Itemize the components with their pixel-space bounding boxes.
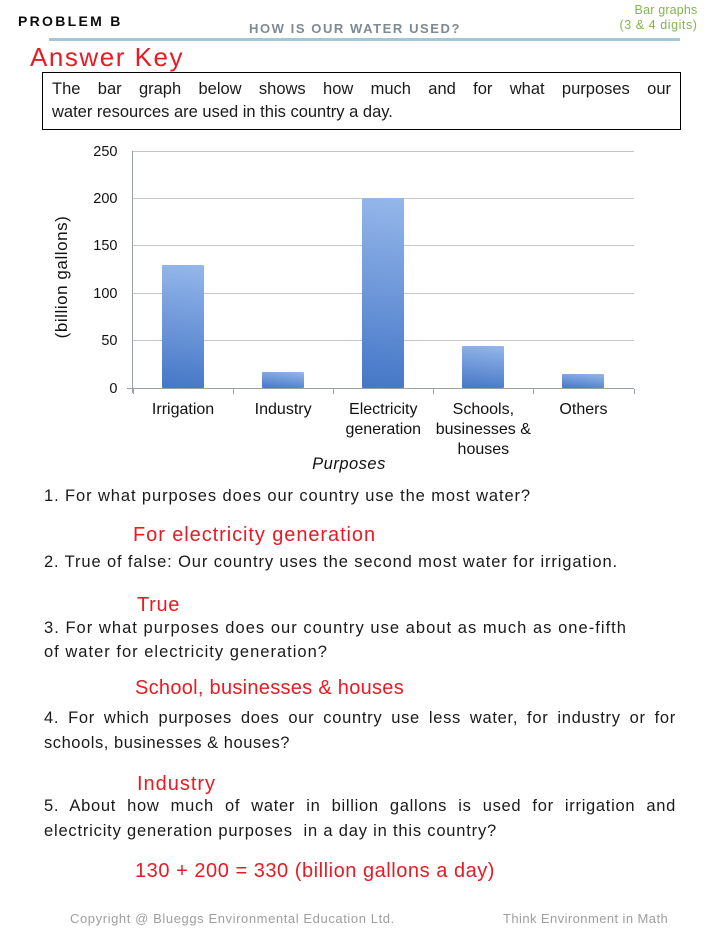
header-divider bbox=[49, 38, 680, 41]
x-axis-line bbox=[133, 388, 634, 389]
x-tick-1 bbox=[233, 389, 235, 394]
answer-3: School, businesses & houses bbox=[135, 676, 404, 699]
y-axis-title: (billion gallons) bbox=[52, 215, 71, 339]
category-label-2: Electricity generation bbox=[345, 401, 422, 438]
topic-badge-line1: Bar graphs bbox=[634, 3, 698, 17]
x-tick-5 bbox=[633, 389, 635, 394]
y-tick-label-50: 50 bbox=[101, 333, 118, 350]
answer-5: 130 + 200 = 330 (billion gallons a day) bbox=[135, 859, 495, 882]
question-3-line-2: of water for electricity generation? bbox=[44, 643, 328, 661]
gridline-100 bbox=[133, 292, 634, 294]
category-label-3: Schools, businesses & houses bbox=[435, 401, 531, 458]
question-3-line-1: 3. For what purposes does our country us… bbox=[44, 619, 628, 637]
question-1-line-1: 1. For what purposes does our country us… bbox=[44, 487, 531, 505]
gridline-150 bbox=[133, 245, 634, 247]
x-tick-2 bbox=[333, 389, 335, 394]
question-4-line-2: schools, businesses & houses? bbox=[44, 734, 290, 752]
question-5-line-1: 5. About how much of water in billion ga… bbox=[44, 797, 676, 815]
bar-2 bbox=[362, 198, 405, 388]
y-tick-label-150: 150 bbox=[93, 238, 118, 255]
answer-1: For electricity generation bbox=[133, 523, 377, 546]
worksheet-title: HOW IS OUR WATER USED? bbox=[249, 21, 461, 36]
x-tick-3 bbox=[433, 389, 435, 394]
gridline-250 bbox=[133, 150, 634, 152]
category-label-1: Industry bbox=[254, 401, 312, 418]
y-tick-label-250: 250 bbox=[93, 143, 118, 160]
y-axis-line bbox=[132, 151, 133, 393]
y-tick-label-100: 100 bbox=[93, 285, 118, 302]
topic-badge-line2: (3 & 4 digits) bbox=[619, 18, 698, 32]
question-5-line-2: electricity generation purposes in a day… bbox=[44, 822, 497, 840]
category-label-4: Others bbox=[559, 401, 608, 418]
intro-box: The bar graph below shows how much and f… bbox=[42, 72, 681, 130]
x-tick-0 bbox=[133, 389, 134, 394]
answer-4: Industry bbox=[137, 772, 216, 795]
y-tick-label-0: 0 bbox=[109, 380, 118, 397]
intro-line-1: The bar graph below shows how much and f… bbox=[52, 80, 671, 98]
x-axis-title: Purposes bbox=[312, 454, 386, 473]
category-label-0: Irrigation bbox=[151, 401, 215, 418]
intro-line-2: water resources are used in this country… bbox=[52, 103, 393, 121]
bar-0 bbox=[162, 264, 205, 388]
topic-badge: Bar graphs (3 & 4 digits) bbox=[619, 3, 697, 33]
y-tick-0 bbox=[127, 388, 133, 389]
footer-tagline: Think Environment in Math bbox=[503, 910, 669, 926]
problem-label: PROBLEM B bbox=[18, 13, 123, 29]
gridline-50 bbox=[133, 340, 634, 342]
question-2-line-1: 2. True of false: Our country uses the s… bbox=[44, 553, 618, 571]
bar-3 bbox=[462, 346, 505, 388]
answer-2: True bbox=[137, 593, 180, 616]
bar-4 bbox=[562, 373, 605, 388]
x-tick-4 bbox=[533, 389, 535, 394]
bar-1 bbox=[262, 371, 305, 388]
answer-key-title: Answer Key bbox=[30, 41, 185, 72]
y-tick-label-200: 200 bbox=[93, 190, 118, 207]
gridline-200 bbox=[133, 197, 634, 199]
footer-copyright: Copyright @ Blueggs Environmental Educat… bbox=[70, 910, 395, 926]
question-4-line-1: 4. For which purposes does our country u… bbox=[44, 709, 676, 727]
